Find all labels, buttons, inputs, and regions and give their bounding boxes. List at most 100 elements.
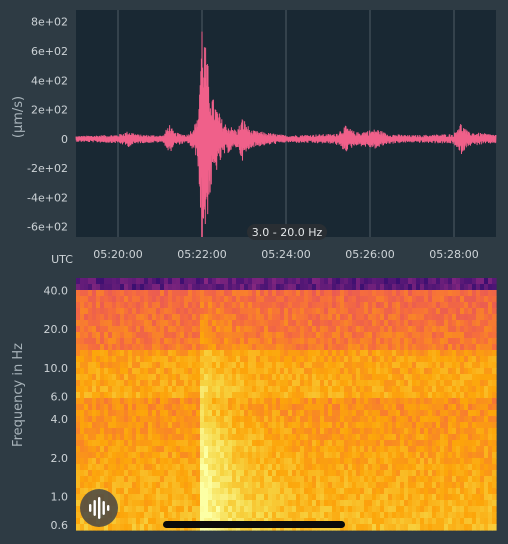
spectrogram-cell [424, 356, 429, 363]
spectrogram-cell [416, 332, 421, 339]
spectrogram-cell [280, 308, 285, 315]
spectrogram-cell [268, 344, 273, 351]
spectrogram-cell [112, 308, 117, 315]
spectrogram-cell [252, 446, 257, 453]
spectrogram-cell [284, 380, 289, 387]
spectrogram-cell [360, 362, 365, 369]
spectrogram-cell [100, 296, 105, 303]
spectrogram-cell [340, 410, 345, 417]
spectrogram-cell [324, 368, 329, 375]
spectrogram-cell [420, 476, 425, 483]
spectrogram-cell [176, 314, 181, 321]
spectrogram-cell [364, 464, 369, 471]
spectrogram-cell [244, 332, 249, 339]
spectrogram-cell [392, 296, 397, 303]
spectrogram-cell [92, 398, 97, 405]
spectrogram-cell [172, 332, 177, 339]
spectrogram-cell [184, 386, 189, 393]
spectrogram-cell [240, 512, 245, 519]
spectrogram-cell [208, 356, 213, 363]
spectrogram-cell [280, 422, 285, 429]
spectrogram-cell [412, 434, 417, 441]
spectrogram-cell [476, 470, 481, 477]
spectrogram-cell [236, 332, 241, 339]
spectrogram-cell [176, 506, 181, 513]
spectrogram-cell [248, 284, 253, 291]
spectrogram-cell [396, 518, 401, 525]
spectrogram-cell [172, 488, 177, 495]
spectrogram-cell [408, 338, 413, 345]
spectrogram-cell [296, 308, 301, 315]
spectrogram-cell [224, 512, 229, 519]
spectrogram-cell [176, 302, 181, 309]
spectrogram-cell [116, 446, 121, 453]
spectrogram-cell [368, 470, 373, 477]
spectrogram-cell [108, 428, 113, 435]
spectrogram-cell [332, 482, 337, 489]
spectrogram-cell [104, 362, 109, 369]
spectrogram-cell [368, 392, 373, 399]
spectrogram-cell [280, 290, 285, 297]
spectrogram-cell [152, 296, 157, 303]
spectrogram-cell [84, 470, 89, 477]
spectrogram-cell [452, 482, 457, 489]
spectrogram-cell [236, 410, 241, 417]
sound-wave-button[interactable] [80, 489, 118, 527]
spectrogram-cell [188, 332, 193, 339]
spectrogram-cell [364, 458, 369, 465]
spectrogram-cell [384, 452, 389, 459]
spectrogram-cell [256, 362, 261, 369]
spectrogram-cell [92, 410, 97, 417]
spectrogram-cell [148, 506, 153, 513]
spectrogram-cell [344, 404, 349, 411]
spectrogram-cell [440, 374, 445, 381]
spectrogram-cell [200, 326, 205, 333]
spectrogram-cell [144, 332, 149, 339]
spectrogram-cell [232, 452, 237, 459]
spectrogram-cell [120, 506, 125, 513]
spectrogram-cell [292, 458, 297, 465]
spectrogram-cell [460, 446, 465, 453]
spectrogram-cell [256, 290, 261, 297]
spectrogram-cell [436, 398, 441, 405]
spectrogram-cell [288, 356, 293, 363]
spectrogram-cell [340, 404, 345, 411]
spectrogram-cell [324, 338, 329, 345]
spectrogram-cell [236, 476, 241, 483]
spectrogram-cell [272, 410, 277, 417]
spectrogram-cell [204, 506, 209, 513]
spectrogram-cell [472, 338, 477, 345]
spectrogram-cell [204, 416, 209, 423]
spectrogram-cell [228, 464, 233, 471]
spectrogram-cell [132, 518, 137, 525]
home-indicator[interactable] [163, 521, 345, 528]
spectrogram-cell [152, 302, 157, 309]
spectrogram-cell [108, 350, 113, 357]
spectrogram-cell [352, 410, 357, 417]
spectrogram-cell [176, 512, 181, 519]
spectrogram-cells[interactable] [76, 278, 497, 531]
spectrogram-cell [360, 446, 365, 453]
spectrogram-cell [124, 314, 129, 321]
spectrogram-cell [256, 374, 261, 381]
spectrogram-cell [400, 386, 405, 393]
spectrogram-cell [268, 470, 273, 477]
spectrogram-cell [116, 470, 121, 477]
spectrogram-cell [140, 392, 145, 399]
spectrogram-cell [492, 302, 497, 309]
spectrogram-cell [196, 320, 201, 327]
spectrogram-cell [356, 488, 361, 495]
spectrogram-cell [464, 482, 469, 489]
spectrogram-cell [384, 494, 389, 501]
spectrogram-cell [120, 440, 125, 447]
spectrogram-cell [344, 320, 349, 327]
spectrogram-cell [472, 476, 477, 483]
spectrogram-cell [372, 416, 377, 423]
spectrogram-cell [80, 446, 85, 453]
spectrogram-cell [308, 416, 313, 423]
spectrogram-cell [440, 434, 445, 441]
spectrogram-cell [484, 302, 489, 309]
spectrogram-cell [244, 362, 249, 369]
spectrogram-cell [384, 392, 389, 399]
spectrogram-cell [88, 464, 93, 471]
